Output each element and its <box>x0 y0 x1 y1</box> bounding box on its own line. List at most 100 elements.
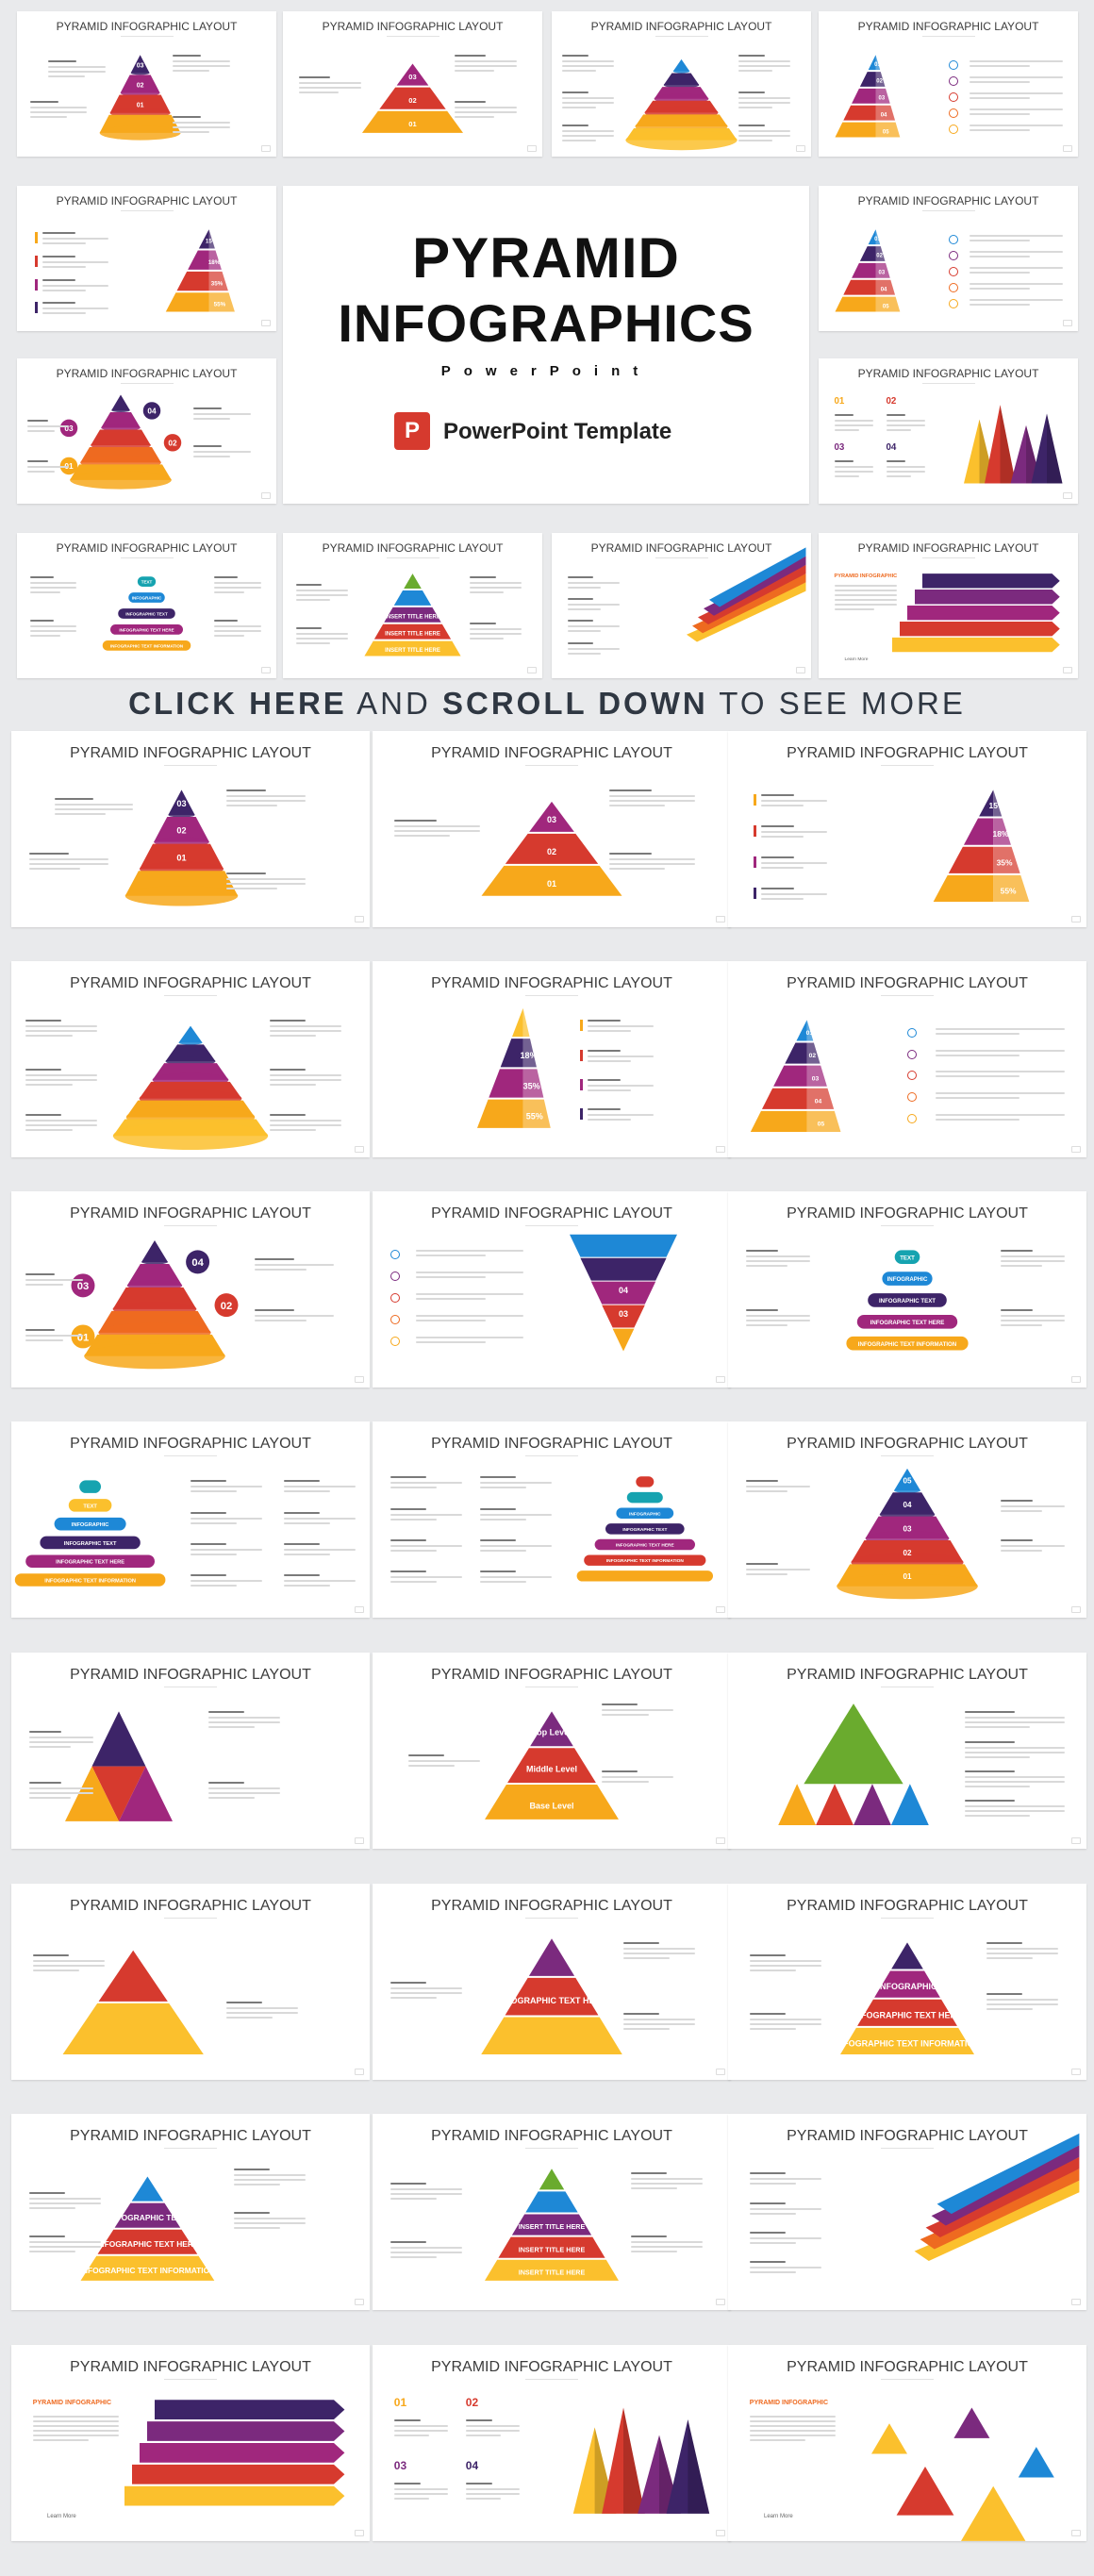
text-line <box>1000 1510 1043 1513</box>
text-line <box>208 1792 280 1795</box>
text-heading-line <box>25 1069 62 1072</box>
slide-thumbnail[interactable]: PYRAMID INFOGRAPHIC LAYOUT Top Level Middl… <box>373 1653 731 1849</box>
text-block <box>1000 1308 1066 1329</box>
slide-thumbnail[interactable]: PYRAMID INFOGRAPHIC LAYOUT 04 03 02 01 <box>17 358 276 504</box>
slide-thumbnail[interactable]: PYRAMID INFOGRAPHIC LAYOUT 03 02 01 <box>283 11 542 157</box>
text-line <box>390 1987 462 1989</box>
slide-subtitle-line <box>655 36 708 37</box>
slide-thumbnail[interactable]: PYRAMID INFOGRAPHIC LAYOUT INFOGRAPHIC TE… <box>11 2114 370 2310</box>
stack-pill <box>868 1293 947 1307</box>
text-line <box>208 1717 280 1720</box>
slide-thumbnail[interactable]: PYRAMID INFOGRAPHIC LAYOUT 01 02 03 04 <box>819 358 1078 504</box>
list-icon <box>907 1071 917 1081</box>
slide-thumbnail[interactable]: PYRAMID INFOGRAPHIC LAYOUT INFOGRAPHIC TE… <box>373 1884 731 2080</box>
section-heading: PYRAMID INFOGRAPHIC <box>834 573 898 580</box>
slide-thumbnail[interactable]: PYRAMID INFOGRAPHIC LAYOUT TEXT INFOGRAPHI… <box>11 1421 370 1618</box>
text-line <box>214 582 261 585</box>
slide-thumbnail[interactable]: PYRAMID INFOGRAPHIC LAYOUT <box>11 1653 370 1849</box>
page-number <box>527 145 537 152</box>
mountain <box>638 2435 681 2514</box>
slide-thumbnail[interactable]: PYRAMID INFOGRAPHIC LAYOUT INSERT TITLE H… <box>373 2114 731 2310</box>
slide-thumbnail[interactable]: PYRAMID INFOGRAPHIC LAYOUT TEXT INFOGRAPHI… <box>17 533 276 678</box>
face-label: 02 <box>809 1053 817 1059</box>
scroll-cta[interactable]: CLICK HERE AND SCROLL DOWN TO SEE MORE <box>0 686 1094 722</box>
text-line <box>32 1959 105 1962</box>
text-line <box>393 2425 448 2428</box>
slide-subtitle-line <box>525 765 578 766</box>
slide-thumbnail[interactable]: PYRAMID INFOGRAPHIC LAYOUT 01 02 03 04 05 <box>819 186 1078 331</box>
cta-click-here[interactable]: CLICK HERE <box>128 686 347 721</box>
text-block <box>25 1069 98 1089</box>
slide-title: PYRAMID INFOGRAPHIC LAYOUT <box>787 1205 1028 1222</box>
slide-thumbnail[interactable]: PYRAMID INFOGRAPHIC LAYOUT TEXT INFOGRAPHI… <box>728 1191 1086 1388</box>
slide-thumbnail[interactable]: PYRAMID INFOGRAPHIC LAYOUT 01 02 03 04 <box>373 2345 731 2541</box>
pyramid-face-right <box>875 279 896 295</box>
slide-thumbnail[interactable]: PYRAMID INFOGRAPHIC LAYOUT INFOGRAPHIC INF… <box>373 1421 731 1618</box>
text-line <box>630 2240 703 2243</box>
text-line <box>390 1487 438 1489</box>
text-block <box>390 1538 462 1554</box>
slide-thumbnail[interactable]: PYRAMID INFOGRAPHIC LAYOUT <box>11 1884 370 2080</box>
text-line <box>969 235 1063 238</box>
text-block <box>54 797 134 818</box>
text-line <box>623 1948 695 1951</box>
text-line <box>886 424 925 426</box>
slide-subtitle-line <box>525 1918 578 1919</box>
slide-thumbnail[interactable]: PYRAMID INFOGRAPHIC LAYOUT 01 02 03 04 05 <box>819 11 1078 157</box>
slide-thumbnail[interactable]: PYRAMID INFOGRAPHIC LAYOUT 03 02 01 <box>11 731 370 927</box>
slide-thumbnail[interactable]: PYRAMID INFOGRAPHIC LAYOUT 18% 35% 55% <box>373 961 731 1157</box>
pyramid-face-left <box>796 1020 807 1041</box>
slide-thumbnail[interactable]: PYRAMID INFOGRAPHIC LAYOUT PYRAMID INFOGR… <box>728 2345 1086 2541</box>
text-line <box>969 283 1063 286</box>
text-line <box>969 304 1030 307</box>
text-heading-line <box>233 2169 270 2171</box>
cta-scroll-down[interactable]: SCROLL DOWN <box>442 686 708 721</box>
slide-thumbnail[interactable]: PYRAMID INFOGRAPHIC LAYOUT 15% 18% 35% 55% <box>728 731 1086 927</box>
text-block <box>255 1308 334 1324</box>
slide-thumbnail[interactable]: PYRAMID INFOGRAPHIC LAYOUT 15% 18% 35% 55% <box>17 186 276 331</box>
slide-thumbnail[interactable]: PYRAMID INFOGRAPHIC LAYOUT 03 02 01 <box>17 11 276 157</box>
pyramid-face-left <box>512 1007 523 1038</box>
slide-thumbnail[interactable]: PYRAMID INFOGRAPHIC LAYOUT <box>11 961 370 1157</box>
number-badge <box>59 457 78 475</box>
text-block <box>208 1711 280 1731</box>
slide-thumbnail[interactable]: PYRAMID INFOGRAPHIC LAYOUT INFOGRAPHIC INF… <box>728 1884 1086 2080</box>
slide-graphic <box>112 1025 269 1150</box>
text-line <box>834 424 873 426</box>
slide-thumbnail[interactable]: PYRAMID INFOGRAPHIC LAYOUT 05 04 03 02 01 <box>728 1421 1086 1618</box>
text-line <box>969 129 1030 132</box>
pyramid-face-left <box>859 72 876 87</box>
text-line <box>936 1092 1066 1095</box>
badge-label: 02 <box>221 1301 232 1312</box>
text-line <box>738 135 790 138</box>
slide-thumbnail[interactable]: PYRAMID INFOGRAPHIC LAYOUT PYRAMID INFOGR… <box>11 2345 370 2541</box>
section-heading: PYRAMID INFOGRAPHIC <box>32 2400 112 2407</box>
pyramid-band <box>505 1977 599 2016</box>
slide-thumbnail[interactable]: PYRAMID INFOGRAPHIC LAYOUT 01 02 03 04 05 <box>728 961 1086 1157</box>
text-line <box>32 2419 119 2422</box>
text-line <box>295 642 330 645</box>
face-label: 18% <box>208 259 221 266</box>
slide-thumbnail[interactable]: PYRAMID INFOGRAPHIC LAYOUT <box>728 1653 1086 1849</box>
slide-thumbnail[interactable]: PYRAMID INFOGRAPHIC LAYOUT INSERT TITLE H… <box>283 533 542 678</box>
slide-thumbnail[interactable]: PYRAMID INFOGRAPHIC LAYOUT 03 02 01 <box>373 731 731 927</box>
slide-thumbnail[interactable]: PYRAMID INFOGRAPHIC LAYOUT 04 03 02 01 <box>11 1191 370 1388</box>
slide-thumbnail[interactable]: PYRAMID INFOGRAPHIC LAYOUT <box>552 533 811 678</box>
mountain <box>985 405 1016 484</box>
text-block <box>390 1476 462 1491</box>
slide-thumbnail[interactable]: PYRAMID INFOGRAPHIC LAYOUT 04 03 <box>373 1191 731 1388</box>
text-line <box>226 2016 274 2019</box>
text-line <box>193 456 231 458</box>
text-line <box>630 2250 677 2252</box>
page-number <box>716 1606 725 1613</box>
mountain <box>964 419 995 484</box>
tri-right <box>119 1766 173 1821</box>
slide-thumbnail[interactable]: PYRAMID INFOGRAPHIC LAYOUT <box>552 11 811 157</box>
slide-thumbnail[interactable]: PYRAMID INFOGRAPHIC LAYOUT <box>728 2114 1086 2310</box>
slide-thumbnail[interactable]: PYRAMID INFOGRAPHIC LAYOUT PYRAMID INFOGR… <box>819 533 1078 678</box>
pill-label: INFOGRAPHIC TEXT HERE <box>616 1543 675 1549</box>
text-block <box>29 620 77 640</box>
text-line <box>746 1486 811 1488</box>
text-block <box>269 1020 341 1039</box>
text-line <box>749 1969 797 1971</box>
